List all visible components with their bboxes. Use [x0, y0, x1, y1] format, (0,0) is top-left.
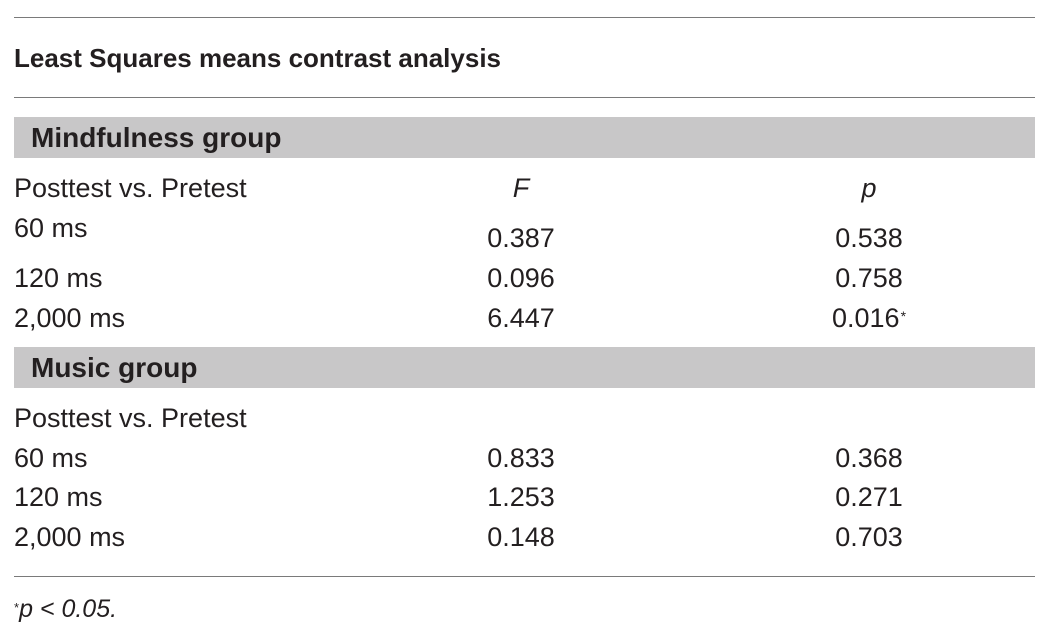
footnote: *p < 0.05. [14, 592, 117, 626]
p-value-significant: 0.016* [804, 301, 934, 335]
group-name: Mindfulness group [31, 122, 282, 153]
group-name: Music group [31, 352, 198, 383]
f-value: 0.387 [487, 223, 555, 253]
footnote-text: p < 0.05. [19, 595, 118, 623]
f-value: 6.447 [487, 303, 555, 333]
row-label: 120 ms [14, 263, 103, 293]
row-label: 60 ms [14, 443, 88, 473]
row-label: 60 ms [14, 213, 88, 243]
p-value: 0.538 [835, 223, 903, 253]
row-label: 2,000 ms [14, 303, 126, 333]
group-band-mindfulness: Mindfulness group [14, 117, 1035, 158]
row-label: 120 ms [14, 482, 103, 512]
subheader-label: Posttest vs. Pretest [14, 403, 247, 433]
footnote-mark: * [14, 600, 20, 615]
significance-mark: * [900, 308, 907, 324]
bottom-rule [14, 576, 1035, 577]
f-value: 1.253 [487, 482, 555, 512]
subheader-label: Posttest vs. Pretest [14, 173, 247, 203]
p-value: 0.016 [831, 303, 900, 333]
f-value: 0.833 [487, 443, 555, 473]
p-value: 0.703 [835, 522, 903, 552]
p-value: 0.758 [835, 263, 903, 293]
title-rule [14, 97, 1035, 98]
row-label: 2,000 ms [14, 522, 126, 552]
p-value: 0.368 [835, 443, 903, 473]
column-header-f: F [512, 173, 530, 203]
column-header-p: p [861, 173, 877, 203]
f-value: 0.096 [487, 263, 555, 293]
p-value: 0.271 [835, 482, 903, 512]
top-rule [14, 17, 1035, 18]
table-title: Least Squares means contrast analysis [14, 43, 502, 73]
group-band-music: Music group [14, 347, 1035, 388]
f-value: 0.148 [487, 522, 555, 552]
